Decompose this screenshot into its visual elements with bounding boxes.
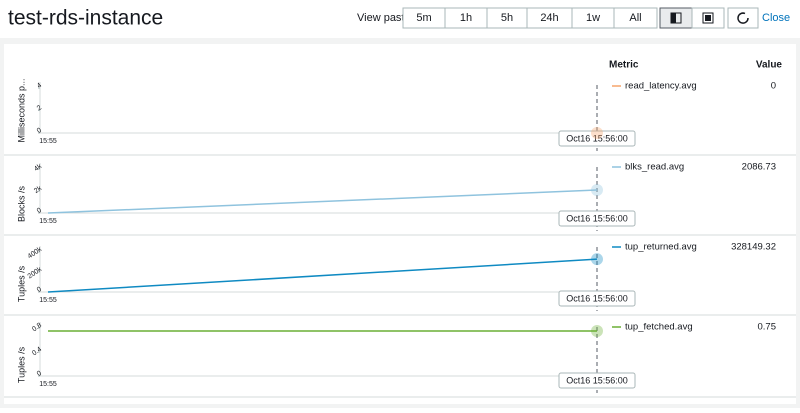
legend-name: read_latency.avg [625, 81, 697, 92]
series-line [47, 258, 598, 293]
range-label: 1w [586, 12, 600, 24]
hover-point [591, 253, 603, 266]
view-past-label: View past [357, 12, 405, 24]
icon [671, 13, 676, 23]
x-tick-label: 15:55 [39, 218, 57, 225]
range-label: All [629, 12, 641, 24]
y-tick-label: 2k [33, 185, 43, 195]
crosshair-label-bg [558, 130, 636, 147]
range-label: 1h [460, 12, 472, 24]
y-axis-label: Milliseconds p... [16, 78, 26, 142]
range-label: 5h [501, 12, 513, 24]
y-tick-label: 0.8 [31, 322, 43, 333]
y-tick-label: 0 [36, 207, 43, 215]
series-line [47, 189, 598, 214]
crosshair-label: Oct16 15:56:00 [566, 213, 628, 223]
range-label: 24h [540, 12, 558, 24]
icon [705, 15, 711, 21]
y-tick-label: 4k [33, 163, 43, 173]
y-tick-label: 0 [36, 286, 43, 294]
y-tick-label: 2 [36, 104, 43, 112]
icon [737, 12, 749, 24]
x-tick-label: 15:55 [39, 381, 57, 388]
x-tick-label: 15:55 [39, 138, 57, 145]
crosshair-label-bg [558, 372, 636, 389]
crosshair-label: Oct16 15:56:00 [566, 133, 628, 143]
legend-value: 0.75 [758, 322, 777, 333]
hover-point [591, 325, 603, 337]
y-tick-label: 4 [36, 82, 43, 90]
y-tick-label: 0 [36, 370, 43, 378]
x-tick-label: 15:55 [39, 297, 57, 304]
value-header: Value [756, 60, 783, 71]
title: test-rds-instance [8, 7, 163, 30]
y-axis-label: Tuples /s [16, 265, 26, 302]
y-tick-label: 0 [36, 127, 43, 135]
refresh-button[interactable] [727, 7, 759, 29]
range-label: 5m [416, 12, 431, 24]
legend-name: tup_fetched.avg [625, 322, 693, 333]
legend-name: blks_read.avg [625, 162, 684, 173]
legend-value: 2086.73 [742, 162, 776, 173]
legend-name: tup_returned.avg [625, 242, 697, 253]
panel [4, 44, 796, 404]
crosshair-label: Oct16 15:56:00 [566, 293, 628, 303]
crosshair-label: Oct16 15:56:00 [566, 375, 628, 385]
legend-value: 328149.32 [731, 242, 776, 253]
hover-point [591, 127, 603, 139]
close-link[interactable]: Close [762, 12, 790, 24]
range-button[interactable] [613, 7, 658, 29]
y-tick-label: 0.4 [31, 346, 43, 357]
hover-point [591, 184, 603, 197]
crosshair-label-bg [558, 290, 636, 307]
crosshair-label-bg [558, 210, 636, 227]
y-axis-label: Tuples /s [16, 346, 26, 383]
y-axis-label: Blocks /s [16, 185, 26, 222]
icon [702, 12, 714, 24]
icon-buttons [659, 7, 759, 29]
metric-header: Metric [609, 60, 639, 71]
legend-value: 0 [771, 81, 776, 92]
